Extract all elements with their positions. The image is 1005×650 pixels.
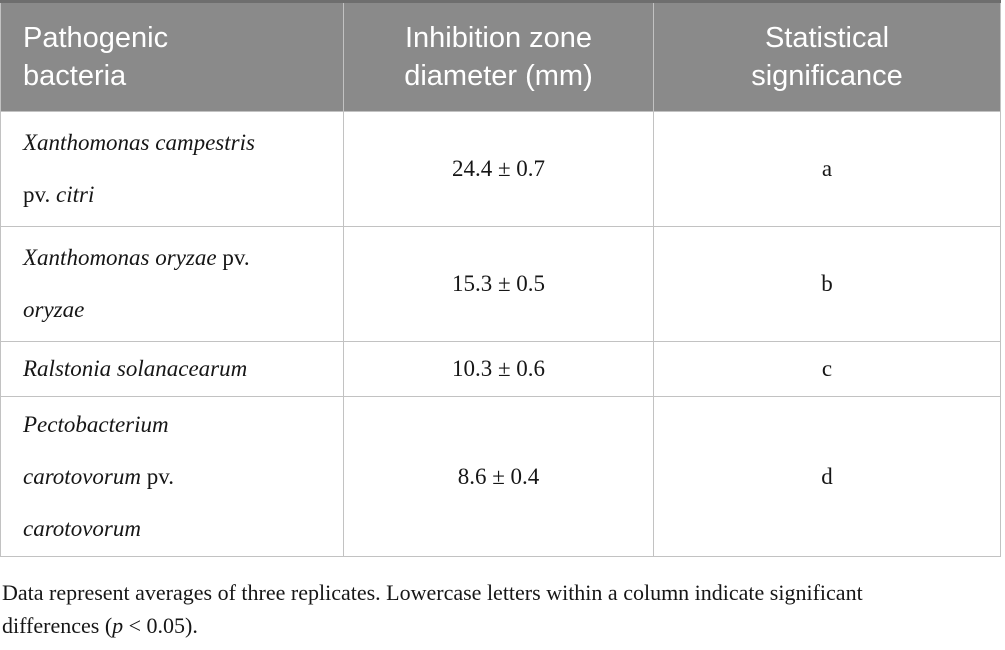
bacteria-name-cell: Xanthomonas campestris pv. citri: [0, 111, 344, 227]
header-cell-statistical-significance: Statistical significance: [653, 0, 1001, 112]
table-row: Xanthomonas oryzae pv. oryzae 15.3 ± 0.5 …: [0, 226, 1001, 342]
table-row: Ralstonia solanacearum 10.3 ± 0.6 c: [0, 341, 1001, 397]
diameter-value-cell: 10.3 ± 0.6: [343, 341, 654, 397]
header-cell-pathogenic-bacteria: Pathogenic bacteria: [0, 0, 344, 112]
significance-letter-cell: a: [653, 111, 1001, 227]
diameter-value-cell: 15.3 ± 0.5: [343, 226, 654, 342]
header-label-statistical-significance: Statistical significance: [751, 22, 903, 92]
significance-letter-cell: b: [653, 226, 1001, 342]
table-row: Pectobacterium carotovorum pv. carotovorum…: [0, 396, 1001, 557]
bacteria-name-cell: Ralstonia solanacearum: [0, 341, 344, 397]
header-row: Pathogenic bacteria Inhibition zone diam…: [0, 0, 1001, 112]
significance-letter-cell: c: [653, 341, 1001, 397]
significance-letter-cell: d: [653, 396, 1001, 557]
bacteria-name-cell: Xanthomonas oryzae pv. oryzae: [0, 226, 344, 342]
table-row: Xanthomonas campestris pv. citri 24.4 ± 0…: [0, 111, 1001, 227]
diameter-value-cell: 8.6 ± 0.4: [343, 396, 654, 557]
header-cell-inhibition-zone: Inhibition zone diameter (mm): [343, 0, 654, 112]
header-label-pathogenic-bacteria: Pathogenic bacteria: [23, 22, 169, 92]
header-label-inhibition-zone: Inhibition zone diameter (mm): [404, 22, 593, 92]
inhibition-zone-table: Pathogenic bacteria Inhibition zone diam…: [0, 0, 1001, 557]
bacteria-name-cell: Pectobacterium carotovorum pv. carotovorum: [0, 396, 344, 557]
diameter-value-cell: 24.4 ± 0.7: [343, 111, 654, 227]
table-footnote: Data represent averages of three replica…: [2, 580, 863, 638]
